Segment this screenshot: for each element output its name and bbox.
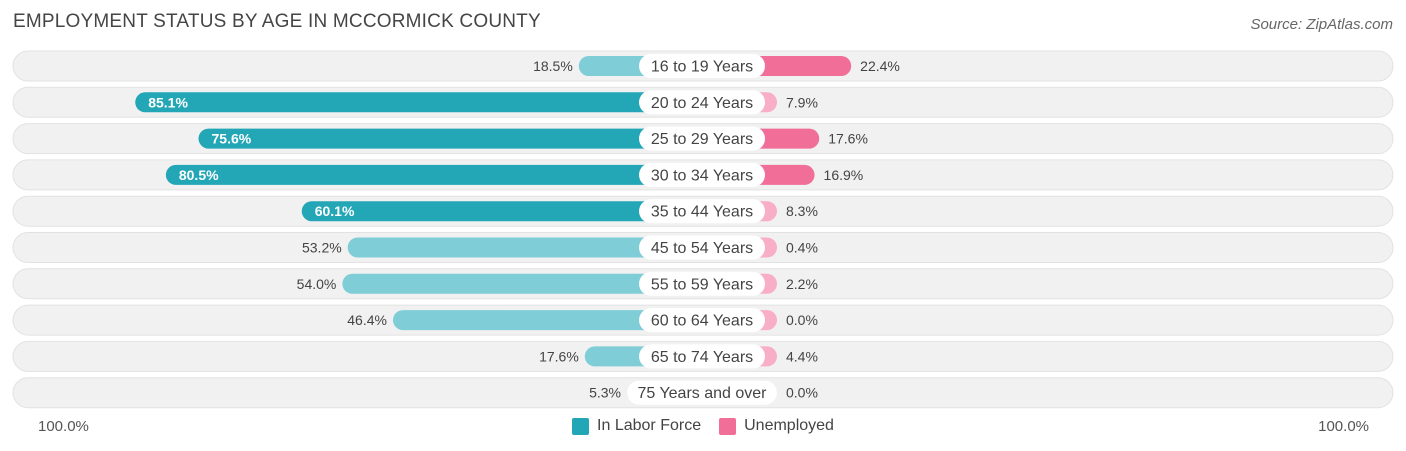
- category-pill: [639, 199, 765, 224]
- category-label: 35 to 44 Years: [651, 204, 753, 221]
- legend-label-unemployed: Unemployed: [744, 417, 834, 434]
- value-label-unemployed: 7.9%: [786, 94, 818, 110]
- value-label-labor-force: 18.5%: [533, 58, 573, 74]
- category-label: 55 to 59 Years: [651, 276, 753, 293]
- legend: In Labor Force Unemployed: [0, 414, 1406, 438]
- value-label-labor-force: 60.1%: [315, 203, 355, 219]
- category-label: 60 to 64 Years: [651, 313, 753, 330]
- category-pill: [639, 271, 765, 296]
- value-label-unemployed: 0.4%: [786, 240, 818, 256]
- value-label-unemployed: 22.4%: [860, 58, 900, 74]
- category-label: 65 to 74 Years: [651, 349, 753, 366]
- value-label-labor-force: 53.2%: [302, 240, 342, 256]
- chart-title: EMPLOYMENT STATUS BY AGE IN MCCORMICK CO…: [13, 11, 541, 32]
- value-label-unemployed: 2.2%: [786, 276, 818, 292]
- category-label: 45 to 54 Years: [651, 240, 753, 257]
- bar-labor-force: [347, 237, 702, 258]
- category-pill: [639, 235, 765, 260]
- category-pill: [639, 54, 765, 78]
- axis-left-label: 100.0%: [38, 418, 89, 435]
- legend-item-labor-force: In Labor Force: [572, 417, 701, 435]
- source-label: Source: ZipAtlas.com: [1250, 16, 1393, 33]
- category-label: 75 Years and over: [638, 385, 768, 402]
- value-label-labor-force: 46.4%: [347, 312, 387, 328]
- bar-labor-force: [342, 273, 702, 294]
- value-label-labor-force: 54.0%: [297, 276, 337, 292]
- value-label-labor-force: 80.5%: [179, 167, 219, 183]
- legend-swatch-labor-force: [572, 417, 590, 435]
- value-label-unemployed: 0.0%: [786, 385, 818, 401]
- value-label-unemployed: 4.4%: [786, 348, 818, 364]
- axis-right-label: 100.0%: [1318, 418, 1369, 435]
- legend-item-unemployed: Unemployed: [719, 417, 834, 435]
- bar-labor-force: [301, 201, 702, 222]
- category-pill: [639, 344, 765, 369]
- category-label: 20 to 24 Years: [651, 95, 753, 112]
- bar-labor-force: [165, 164, 702, 185]
- value-label-labor-force: 17.6%: [539, 348, 579, 364]
- value-label-labor-force: 75.6%: [212, 131, 252, 147]
- category-pill: [639, 126, 765, 151]
- bar-labor-force: [198, 128, 702, 149]
- category-label: 25 to 29 Years: [651, 131, 753, 148]
- legend-label-labor-force: In Labor Force: [597, 417, 702, 434]
- category-pill: [627, 380, 777, 405]
- bar-labor-force: [135, 92, 702, 113]
- legend-swatch-unemployed: [719, 417, 737, 435]
- category-label: 16 to 19 Years: [651, 59, 753, 76]
- category-pill: [639, 90, 765, 115]
- category-label: 30 to 34 Years: [651, 167, 753, 184]
- value-label-unemployed: 0.0%: [786, 312, 818, 328]
- bar-labor-force: [392, 310, 702, 331]
- category-pill: [639, 162, 765, 187]
- value-label-unemployed: 16.9%: [824, 167, 864, 183]
- category-pill: [639, 308, 765, 333]
- value-label-labor-force: 5.3%: [589, 385, 621, 401]
- value-label-labor-force: 85.1%: [148, 94, 188, 110]
- value-label-unemployed: 8.3%: [786, 203, 818, 219]
- value-label-unemployed: 17.6%: [828, 131, 868, 147]
